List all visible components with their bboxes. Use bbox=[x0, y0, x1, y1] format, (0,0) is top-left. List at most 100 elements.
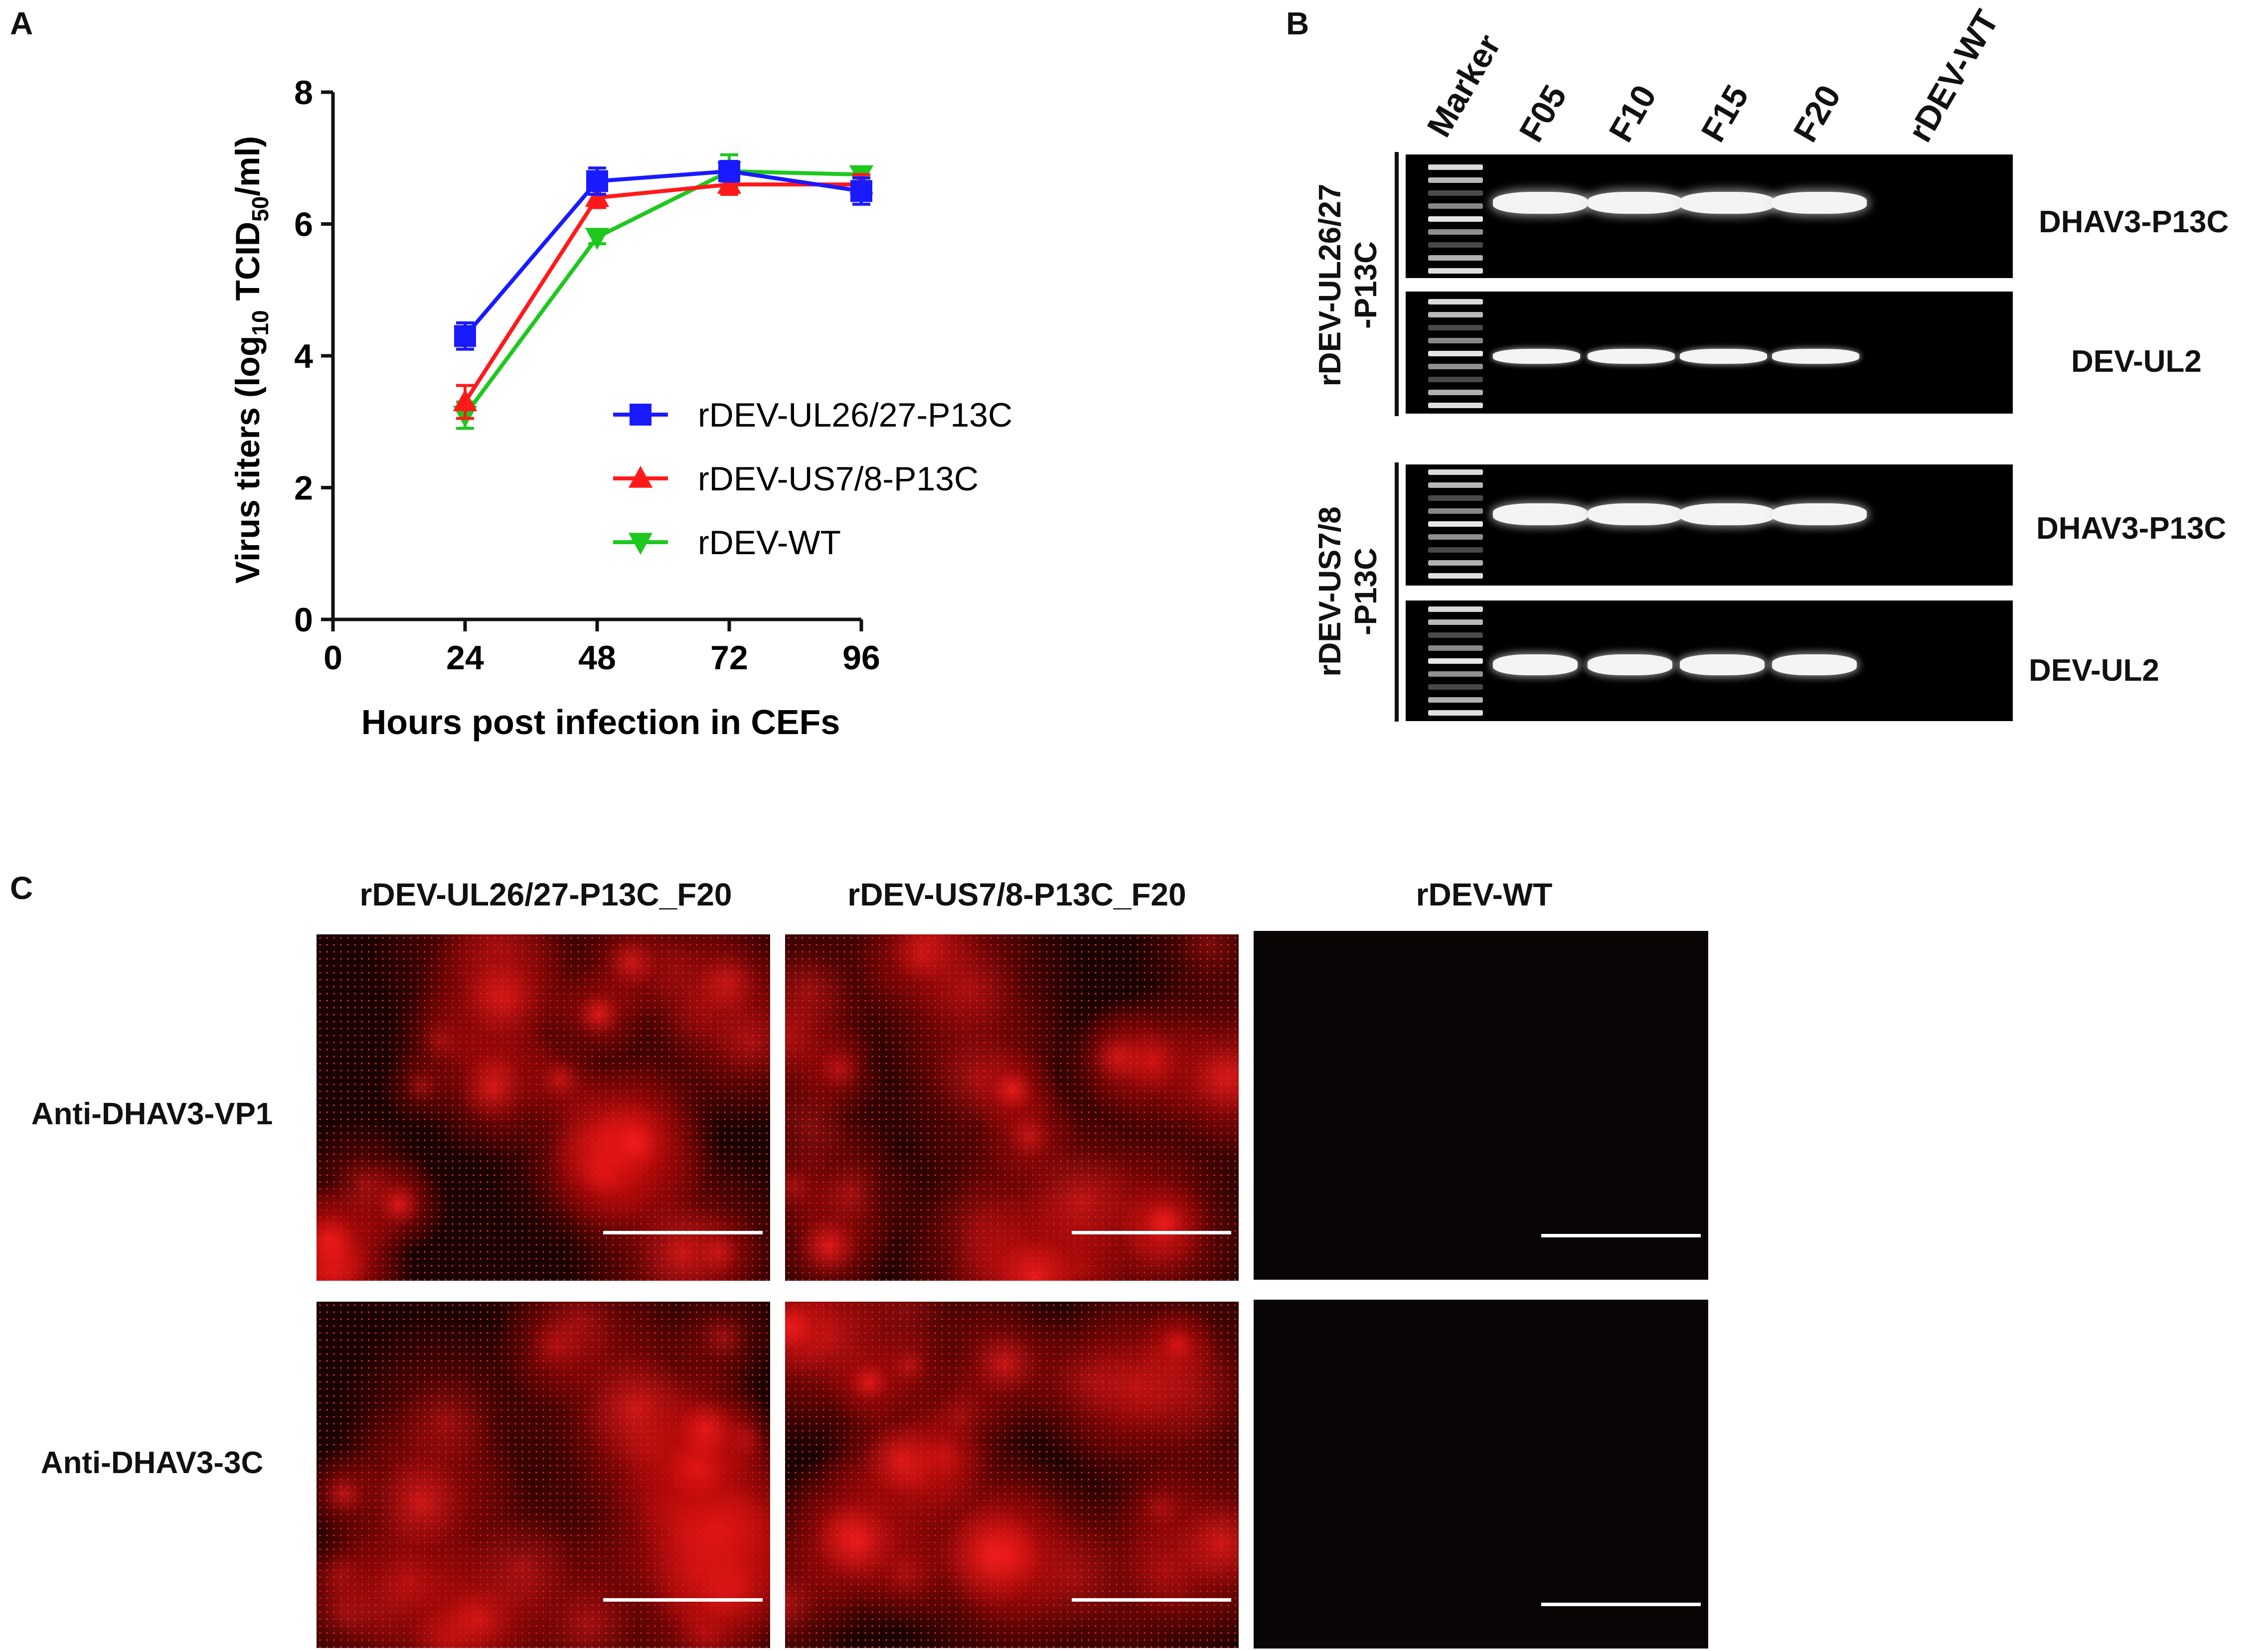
marker-band bbox=[1428, 364, 1483, 369]
legend-label: rDEV-UL26/27-P13C bbox=[698, 396, 1012, 434]
micrograph-ul26-vp1 bbox=[317, 934, 770, 1281]
pcr-band bbox=[1588, 192, 1682, 214]
marker-band bbox=[1428, 377, 1483, 382]
marker-band bbox=[1428, 190, 1483, 196]
marker-band bbox=[1428, 495, 1483, 501]
pcr-band bbox=[1493, 349, 1580, 364]
marker-band bbox=[1428, 645, 1483, 651]
marker-band bbox=[1428, 268, 1483, 274]
legend-marker bbox=[628, 533, 653, 555]
pcr-band bbox=[1588, 349, 1675, 364]
data-point bbox=[453, 389, 478, 412]
marker-band bbox=[1428, 177, 1483, 183]
pcr-band bbox=[1772, 654, 1857, 675]
y-tick-label: 6 bbox=[294, 206, 313, 244]
gel-image-ul26-p13c bbox=[1406, 154, 2013, 278]
marker-band bbox=[1428, 255, 1483, 261]
y-tick-label: 8 bbox=[294, 74, 313, 112]
micrograph-ul26-3c bbox=[317, 1302, 770, 1648]
panel-letter-a: A bbox=[10, 5, 33, 41]
marker-band bbox=[1428, 632, 1483, 638]
series-rDEV-US7/8-P13C bbox=[453, 171, 874, 420]
pcr-band bbox=[1680, 503, 1775, 525]
lane-label-f15: F15 bbox=[1694, 79, 1756, 149]
scale-bar bbox=[1072, 1598, 1231, 1602]
pcr-band bbox=[1680, 192, 1775, 214]
series-rDEV-WT bbox=[453, 153, 874, 430]
column-title-wt: rDEV-WT bbox=[1416, 877, 1553, 912]
marker-band bbox=[1428, 164, 1483, 170]
series-rDEV-UL26/27-P13C bbox=[454, 159, 872, 351]
micrograph-wt-3c bbox=[1254, 1300, 1708, 1649]
scale-bar bbox=[603, 1231, 763, 1234]
data-point bbox=[850, 180, 872, 202]
x-axis-label: Hours post infection in CEFs bbox=[361, 703, 840, 742]
group2-label: rDEV-US7/8 -P13C bbox=[1313, 506, 1383, 677]
legend-label: rDEV-US7/8-P13C bbox=[698, 460, 978, 498]
gel-image-ul26-ul2 bbox=[1406, 292, 2013, 414]
marker-band bbox=[1428, 560, 1483, 566]
data-point bbox=[585, 185, 610, 207]
marker-band bbox=[1428, 229, 1483, 235]
y-axis-label: Virus titers (log10 TCID50/ml) bbox=[229, 136, 273, 584]
series-line bbox=[463, 169, 862, 417]
marker-band bbox=[1428, 573, 1483, 579]
pcr-band bbox=[1588, 503, 1682, 525]
scale-bar bbox=[603, 1598, 763, 1602]
band-label-dhav3-p13c-1: DHAV3-P13C bbox=[2039, 205, 2229, 239]
marker-band bbox=[1428, 325, 1483, 330]
marker-band bbox=[1428, 606, 1483, 612]
row-title-3c: Anti-DHAV3-3C bbox=[40, 1446, 264, 1480]
scale-bar bbox=[1541, 1603, 1701, 1606]
x-tick-label: 24 bbox=[446, 639, 484, 677]
marker-band bbox=[1428, 534, 1483, 540]
y-tick-label: 2 bbox=[294, 469, 313, 507]
pcr-band bbox=[1772, 192, 1867, 214]
micrograph-wt-vp1 bbox=[1254, 931, 1708, 1280]
data-point bbox=[718, 160, 740, 182]
series-line bbox=[463, 169, 862, 337]
row-title-vp1: Anti-DHAV3-VP1 bbox=[31, 1097, 273, 1131]
marker-band bbox=[1428, 521, 1483, 527]
gel-image-us7-p13c bbox=[1406, 464, 2013, 586]
marker-band bbox=[1428, 351, 1483, 356]
data-point bbox=[454, 325, 476, 347]
y-tick-label: 4 bbox=[294, 337, 313, 375]
band-label-dev-ul2-1: DEV-UL2 bbox=[2071, 344, 2202, 379]
data-point bbox=[586, 170, 608, 192]
column-title-us7: rDEV-US7/8-P13C_F20 bbox=[847, 877, 1186, 912]
x-tick-label: 96 bbox=[842, 639, 880, 677]
marker-band bbox=[1428, 684, 1483, 690]
data-point bbox=[585, 228, 610, 250]
marker-band bbox=[1428, 390, 1483, 395]
pcr-band bbox=[1772, 349, 1859, 364]
legend-marker bbox=[630, 404, 651, 426]
pcr-band bbox=[1493, 654, 1578, 675]
marker-band bbox=[1428, 299, 1483, 304]
lane-label-f05: F05 bbox=[1512, 79, 1574, 149]
pcr-band bbox=[1588, 654, 1672, 675]
lane-label-rdev-wt: rDEV-WT bbox=[1901, 3, 2006, 149]
x-tick-label: 72 bbox=[710, 639, 748, 677]
y-tick-label: 0 bbox=[294, 601, 313, 639]
lane-label-f20: F20 bbox=[1786, 79, 1848, 149]
series-line bbox=[463, 182, 861, 403]
pcr-band bbox=[1680, 654, 1765, 675]
panel-letter-c: C bbox=[10, 870, 33, 906]
micrograph-us7-3c bbox=[785, 1302, 1239, 1648]
marker-band bbox=[1428, 469, 1483, 475]
band-label-dev-ul2-2: DEV-UL2 bbox=[2029, 653, 2159, 688]
marker-band bbox=[1428, 547, 1483, 553]
micrograph-us7-vp1 bbox=[785, 934, 1239, 1281]
legend-marker bbox=[628, 465, 653, 488]
marker-band bbox=[1428, 508, 1483, 514]
pcr-band bbox=[1493, 192, 1588, 214]
x-tick-label: 48 bbox=[578, 639, 616, 677]
pcr-band bbox=[1680, 349, 1767, 364]
marker-band bbox=[1428, 403, 1483, 408]
marker-band bbox=[1428, 658, 1483, 664]
marker-band bbox=[1428, 203, 1483, 209]
marker-band bbox=[1428, 482, 1483, 488]
